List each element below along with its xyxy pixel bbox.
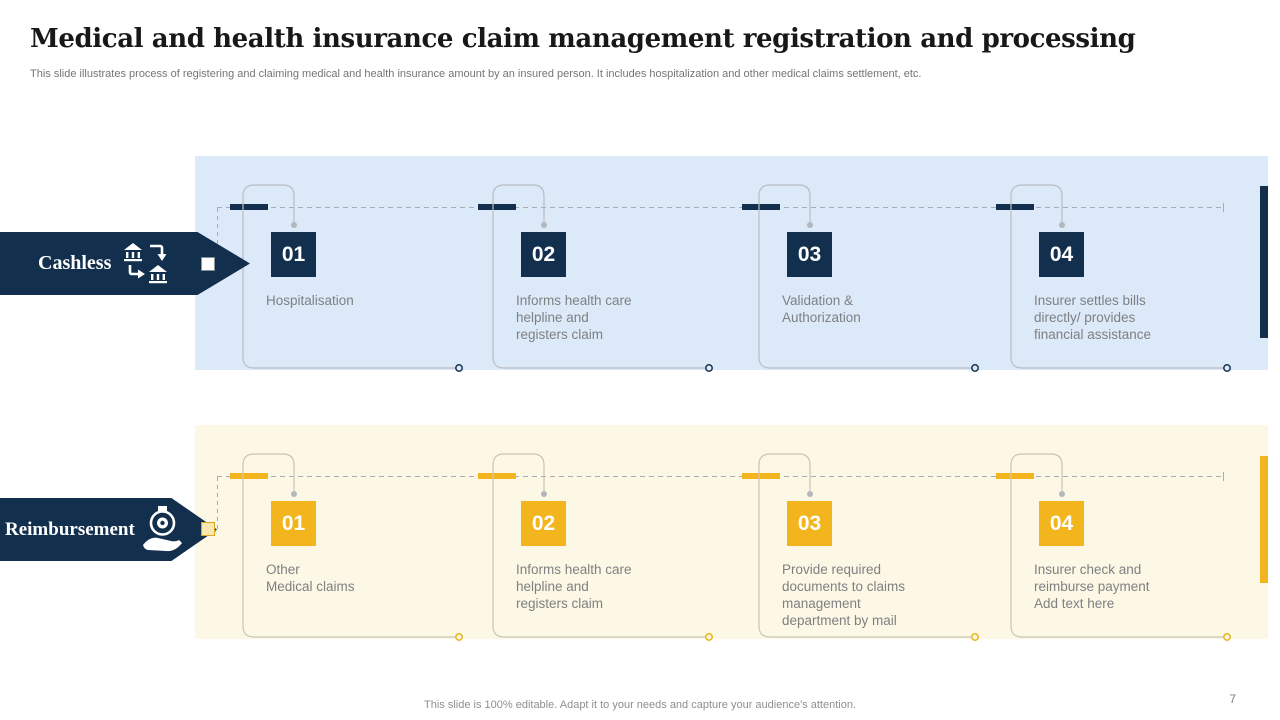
step-text: Insurer settles bills directly/ provides… — [1034, 293, 1152, 342]
card-outline — [758, 184, 979, 372]
reimbursement-band: 01 Other Medical claims 02 Informs healt… — [195, 425, 1268, 641]
end-ring — [971, 364, 979, 372]
end-ring — [705, 364, 713, 372]
drop-dot — [541, 491, 547, 497]
reimbursement-arrow-tip-square — [201, 522, 215, 536]
end-ring — [1223, 633, 1231, 641]
end-ring — [705, 633, 713, 641]
step-text: Hospitalisation — [266, 293, 354, 308]
cashless-step-card: 01 Hospitalisation — [240, 182, 466, 374]
step-text: Informs health care helpline and registe… — [516, 562, 632, 611]
timeline-end-tick — [1223, 472, 1224, 481]
timeline-end-tick — [1223, 203, 1224, 212]
cashless-step-card: 02 Informs health care helpline and regi… — [490, 182, 716, 374]
bank-transfer-icon — [124, 242, 168, 283]
reimbursement-step-card: 02 Informs health care helpline and regi… — [490, 451, 716, 643]
page-title: Medical and health insurance claim manag… — [30, 24, 1136, 54]
card-outline — [492, 184, 713, 372]
cashless-timeline — [217, 203, 1224, 212]
cashless-label: Cashless — [38, 252, 112, 274]
step-text: Provide required documents to claims man… — [782, 562, 906, 628]
card-outline — [1010, 184, 1231, 372]
timeline-accent-dash — [996, 204, 1034, 210]
step-number-badge: 02 — [521, 232, 566, 277]
step-text: Other Medical claims — [266, 562, 355, 594]
drop-dot — [1059, 491, 1065, 497]
reimbursement-step-card: 04 Insurer check and reimburse payment A… — [1008, 451, 1234, 643]
timeline-accent-dash — [742, 473, 780, 479]
cashless-arrow-tip-square — [201, 257, 215, 271]
step-text: Insurer check and reimburse payment Add … — [1034, 562, 1150, 611]
step-number-badge: 02 — [521, 501, 566, 546]
step-number-badge: 04 — [1039, 501, 1084, 546]
timeline-accent-dash — [230, 204, 268, 210]
reimbursement-connector-vertical — [217, 477, 218, 531]
drop-dot — [1059, 222, 1065, 228]
reimbursement-timeline — [217, 472, 1224, 481]
end-ring — [455, 633, 463, 641]
cashless-connector-vertical — [217, 208, 218, 262]
reimbursement-step-card: 03 Provide required documents to claims … — [756, 451, 982, 643]
timeline-accent-dash — [742, 204, 780, 210]
timeline-accent-dash — [478, 204, 516, 210]
cashless-step-card: 03 Validation & Authorization — [756, 182, 982, 374]
band-accent-bar — [1260, 186, 1268, 338]
card-outline — [242, 184, 463, 372]
step-text: Validation & Authorization — [782, 293, 861, 325]
cashless-band: 01 Hospitalisation 02 Informs health car… — [195, 156, 1268, 372]
drop-dot — [541, 222, 547, 228]
cashless-step-card: 04 Insurer settles bills directly/ provi… — [1008, 182, 1234, 374]
timeline-accent-dash — [996, 473, 1034, 479]
timeline-accent-dash — [478, 473, 516, 479]
step-number-badge: 01 — [271, 232, 316, 277]
reimbursement-label: Reimbursement — [5, 518, 135, 540]
page-subtitle: This slide illustrates process of regist… — [30, 68, 922, 80]
step-number-badge: 03 — [787, 232, 832, 277]
card-outline — [492, 453, 713, 641]
drop-dot — [807, 222, 813, 228]
drop-dot — [807, 491, 813, 497]
reimbursement-label-arrow: Reimbursement — [0, 498, 217, 561]
reimbursement-step-card: 01 Other Medical claims — [240, 451, 466, 643]
step-number-badge: 01 — [271, 501, 316, 546]
slide-footer-note: This slide is 100% editable. Adapt it to… — [424, 699, 856, 711]
timeline-accent-dash — [230, 473, 268, 479]
card-outline — [242, 453, 463, 641]
step-number-badge: 04 — [1039, 232, 1084, 277]
band-accent-bar — [1260, 456, 1268, 583]
step-number-badge: 03 — [787, 501, 832, 546]
end-ring — [1223, 364, 1231, 372]
end-ring — [455, 364, 463, 372]
drop-dot — [291, 491, 297, 497]
drop-dot — [291, 222, 297, 228]
card-outline — [758, 453, 979, 641]
step-text: Informs health care helpline and registe… — [516, 293, 632, 342]
hand-coin-icon — [142, 505, 182, 551]
end-ring — [971, 633, 979, 641]
page-number: 7 — [1229, 692, 1236, 706]
card-outline — [1010, 453, 1231, 641]
